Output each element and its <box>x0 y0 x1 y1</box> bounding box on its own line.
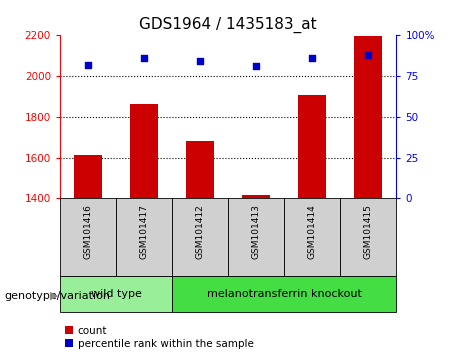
Bar <box>172 198 228 276</box>
Bar <box>355 36 383 198</box>
Bar <box>186 141 214 198</box>
Bar <box>242 195 270 198</box>
Point <box>309 55 316 61</box>
Bar <box>284 198 340 276</box>
Text: ▶: ▶ <box>50 291 58 301</box>
Bar <box>60 198 116 276</box>
Point <box>365 52 372 58</box>
Text: GSM101413: GSM101413 <box>252 205 261 259</box>
Bar <box>172 276 396 312</box>
Text: genotype/variation: genotype/variation <box>5 291 111 301</box>
Text: wild type: wild type <box>90 289 142 299</box>
Legend: count, percentile rank within the sample: count, percentile rank within the sample <box>65 326 254 349</box>
Text: GSM101414: GSM101414 <box>308 205 317 259</box>
Bar <box>60 276 172 312</box>
Bar <box>130 104 158 198</box>
Point <box>84 62 92 68</box>
Title: GDS1964 / 1435183_at: GDS1964 / 1435183_at <box>139 16 317 33</box>
Point <box>253 63 260 69</box>
Text: GSM101412: GSM101412 <box>195 205 205 259</box>
Bar <box>228 198 284 276</box>
Bar <box>116 198 172 276</box>
Bar <box>340 198 396 276</box>
Text: GSM101417: GSM101417 <box>140 205 148 259</box>
Text: GSM101415: GSM101415 <box>364 205 373 259</box>
Point <box>140 55 148 61</box>
Text: GSM101416: GSM101416 <box>83 205 93 259</box>
Bar <box>74 155 102 198</box>
Point <box>196 59 204 64</box>
Bar <box>298 96 326 198</box>
Text: melanotransferrin knockout: melanotransferrin knockout <box>207 289 362 299</box>
